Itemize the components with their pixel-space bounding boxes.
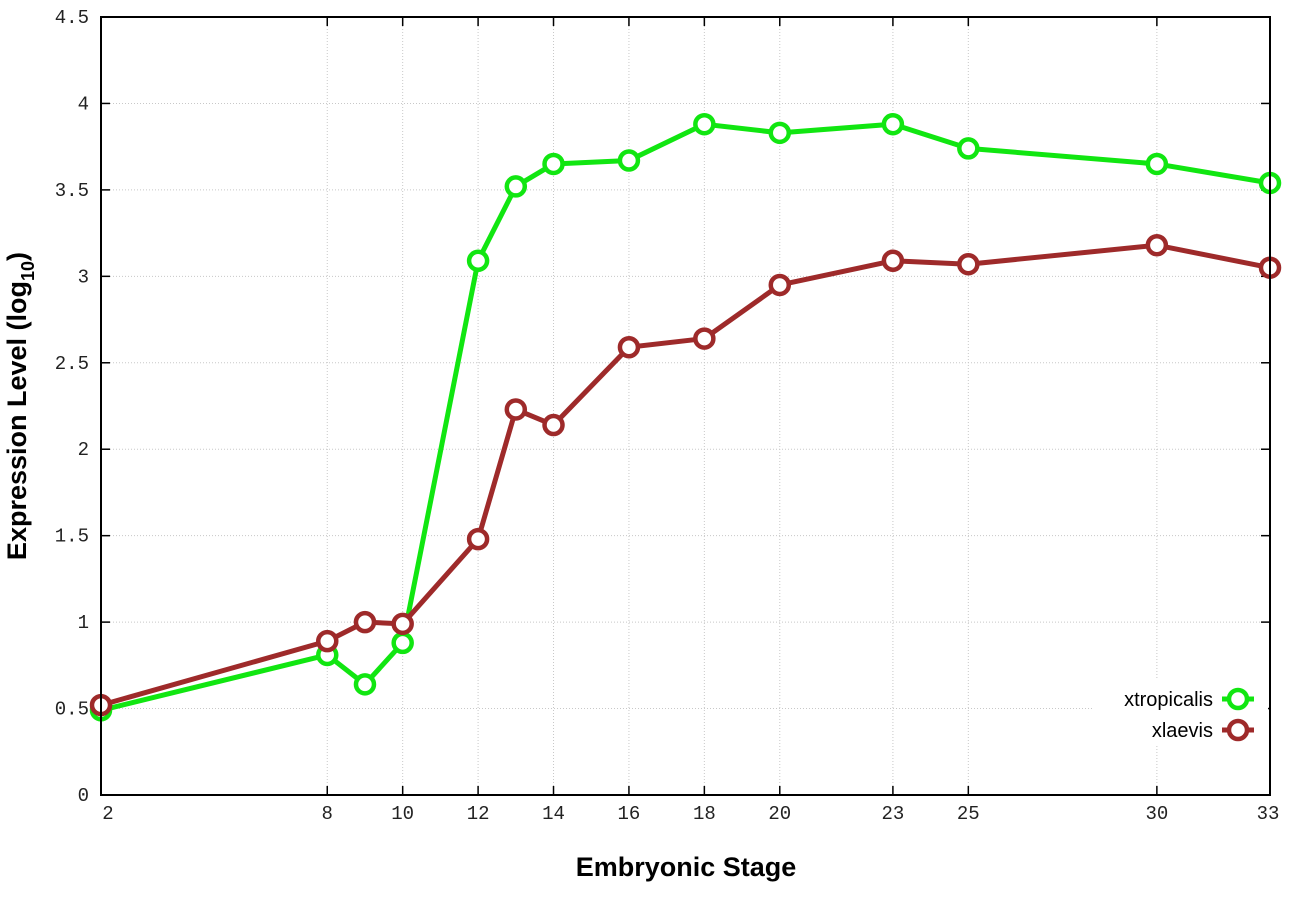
data-point-xtropicalis [881,112,905,136]
x-tick-label: 10 [391,803,414,825]
y-tick-label: 1 [78,612,89,634]
y-tick-label: 3 [78,266,89,288]
series-layer [89,112,1282,722]
data-point-xtropicalis [353,673,377,696]
data-point-xtropicalis [957,137,980,160]
x-tick-label: 25 [957,803,980,825]
legend-label-xlaevis: xlaevis [1152,720,1213,742]
y-tick-label: 4 [78,93,89,115]
data-point-xtropicalis [542,152,565,176]
y-tick-label: 3.5 [55,180,89,202]
data-point-xlaevis [693,327,716,350]
data-point-xtropicalis [617,149,641,172]
legend-marker-xtropicalis [1226,687,1250,711]
x-tick-label: 30 [1145,803,1168,825]
legend: xtropicalis xlaevis [1124,687,1254,742]
x-tick-label: 33 [1257,803,1280,825]
x-tick-label: 18 [693,803,716,825]
x-tick-label: 12 [467,803,490,825]
data-point-xlaevis [542,413,565,437]
y-axis-label: Expression Level (log10) [2,252,38,560]
x-tick-label: 23 [881,803,904,825]
y-tick-label: 0 [78,785,89,807]
data-point-xlaevis [504,398,528,421]
x-axis-label: Embryonic Stage [576,852,797,882]
data-point-xlaevis [881,249,905,273]
data-point-xlaevis [617,335,641,359]
data-point-xlaevis [466,527,490,551]
y-tick-label: 2.5 [55,353,89,375]
x-tick-label: 8 [322,803,333,825]
y-tick-label: 4.5 [55,7,89,29]
ticks: 0 0.5 1 1.5 2 2.5 3 3.5 4 4.5 2 8 10 12 14 16 18 20 23 25 30… [55,7,1280,825]
data-point-xlaevis [391,612,414,636]
y-tick-label: 0.5 [55,699,89,721]
data-point-xtropicalis [1145,152,1169,176]
data-point-xtropicalis [466,249,490,273]
data-point-xlaevis [768,273,792,297]
series-line-xlaevis [100,242,1271,708]
x-tick-label: 14 [542,803,565,825]
data-point-xlaevis [1145,233,1169,257]
data-point-xtropicalis [768,121,792,145]
legend-marker-xlaevis [1226,718,1250,742]
data-point-xtropicalis [693,112,716,136]
data-point-xtropicalis [504,175,528,198]
data-point-xlaevis [957,252,980,276]
x-tick-label: 2 [102,803,113,825]
data-point-xlaevis [353,610,377,634]
plot-frame [100,16,1271,796]
data-point-xtropicalis [391,631,414,655]
y-tick-label: 2 [78,439,89,461]
y-tick-label: 1.5 [55,526,89,548]
data-point-xlaevis [316,629,339,653]
x-tick-label: 20 [768,803,791,825]
legend-label-xtropicalis: xtropicalis [1124,689,1213,711]
x-tick-label: 16 [618,803,641,825]
